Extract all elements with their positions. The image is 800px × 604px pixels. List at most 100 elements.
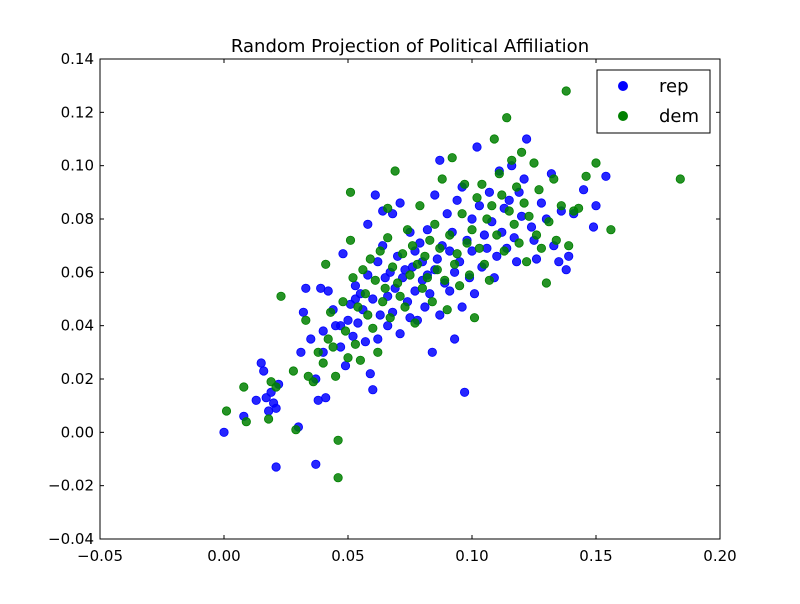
legend-box bbox=[596, 69, 711, 134]
data-point-dem bbox=[405, 270, 415, 280]
data-point-dem bbox=[338, 297, 348, 307]
data-point-dem bbox=[378, 297, 388, 307]
data-point-dem bbox=[487, 201, 497, 211]
data-point-rep bbox=[432, 254, 442, 264]
data-point-rep bbox=[340, 361, 351, 371]
data-point-dem bbox=[514, 238, 524, 248]
data-point-dem bbox=[536, 243, 547, 253]
data-point-dem bbox=[519, 198, 529, 208]
data-point-dem bbox=[497, 190, 507, 200]
data-point-rep bbox=[375, 310, 385, 320]
data-point-dem bbox=[325, 307, 336, 317]
data-point-dem bbox=[521, 257, 532, 267]
data-point-dem bbox=[489, 134, 499, 144]
data-point-rep bbox=[251, 395, 261, 405]
data-point-rep bbox=[511, 257, 522, 267]
data-point-dem bbox=[348, 273, 358, 283]
data-point-dem bbox=[383, 233, 393, 243]
data-point-rep bbox=[422, 225, 432, 235]
data-points bbox=[219, 86, 685, 483]
data-point-dem bbox=[417, 283, 427, 293]
data-point-rep bbox=[479, 230, 489, 240]
data-point-dem bbox=[427, 297, 437, 307]
data-point-dem bbox=[549, 174, 559, 184]
data-point-dem bbox=[472, 193, 482, 203]
y-tick-label: 0.12 bbox=[61, 103, 94, 121]
data-point-dem bbox=[415, 201, 425, 211]
data-point-dem bbox=[330, 371, 341, 381]
data-point-rep bbox=[360, 337, 370, 347]
data-point-rep bbox=[578, 185, 589, 195]
data-point-dem bbox=[370, 275, 380, 285]
data-point-rep bbox=[430, 190, 440, 200]
data-point-rep bbox=[484, 187, 494, 197]
data-point-dem bbox=[457, 209, 467, 219]
data-point-rep bbox=[445, 286, 455, 296]
data-point-rep bbox=[601, 171, 611, 181]
data-point-rep bbox=[395, 329, 405, 339]
y-tick-label: 0.02 bbox=[61, 370, 94, 388]
data-point-dem bbox=[363, 310, 373, 320]
data-point-rep bbox=[368, 294, 378, 304]
data-point-dem bbox=[494, 169, 504, 179]
y-tick-label: 0.00 bbox=[61, 423, 94, 441]
data-point-rep bbox=[259, 366, 269, 376]
data-point-dem bbox=[504, 206, 514, 216]
y-tick-label: 0.14 bbox=[61, 50, 94, 68]
axis-ticks: −0.05 0.00 0.05 0.10 0.15 0.20 −0.04 −0.02 0.00 0… bbox=[48, 50, 737, 565]
data-point-rep bbox=[353, 318, 363, 328]
data-point-rep bbox=[271, 403, 281, 413]
data-point-dem bbox=[340, 326, 351, 336]
data-point-dem bbox=[556, 201, 566, 211]
data-point-rep bbox=[298, 307, 308, 317]
data-point-dem bbox=[606, 225, 616, 235]
x-tick-label: 0.00 bbox=[207, 547, 240, 565]
data-point-dem bbox=[499, 246, 509, 256]
data-point-dem bbox=[564, 241, 574, 251]
data-point-rep bbox=[591, 201, 601, 211]
data-point-rep bbox=[469, 289, 480, 299]
data-point-dem bbox=[507, 155, 517, 165]
data-point-rep bbox=[368, 385, 378, 395]
data-point-dem bbox=[447, 153, 457, 163]
data-point-rep bbox=[365, 369, 375, 379]
data-point-dem bbox=[333, 435, 343, 445]
data-point-dem bbox=[529, 158, 539, 168]
data-point-dem bbox=[544, 217, 554, 227]
data-point-dem bbox=[511, 182, 522, 192]
data-point-rep bbox=[350, 281, 360, 291]
data-point-rep bbox=[521, 134, 532, 144]
data-point-rep bbox=[425, 289, 435, 299]
data-point-dem bbox=[591, 158, 601, 168]
data-point-dem bbox=[353, 302, 363, 312]
data-point-dem bbox=[276, 291, 286, 301]
data-point-rep bbox=[459, 387, 470, 397]
legend-marker-rep bbox=[618, 81, 628, 91]
data-point-rep bbox=[474, 201, 484, 211]
data-point-dem bbox=[392, 278, 403, 288]
data-point-dem bbox=[516, 147, 527, 157]
data-point-dem bbox=[573, 203, 584, 213]
data-point-dem bbox=[474, 243, 484, 253]
data-point-dem bbox=[343, 353, 353, 363]
data-point-dem bbox=[462, 238, 472, 248]
data-point-rep bbox=[536, 198, 547, 208]
data-point-dem bbox=[365, 254, 375, 264]
data-point-rep bbox=[588, 222, 599, 232]
data-point-rep bbox=[420, 302, 430, 312]
data-point-dem bbox=[449, 259, 460, 269]
data-point-dem bbox=[410, 318, 420, 328]
legend-label-rep: rep bbox=[659, 76, 689, 97]
chart-title: Random Projection of Political Affiliati… bbox=[231, 36, 589, 57]
data-point-rep bbox=[561, 265, 571, 275]
data-point-dem bbox=[368, 323, 378, 333]
data-point-dem bbox=[581, 171, 591, 181]
data-point-dem bbox=[459, 179, 470, 189]
data-point-dem bbox=[469, 313, 480, 323]
data-point-dem bbox=[291, 425, 301, 435]
data-point-dem bbox=[321, 259, 331, 269]
data-point-dem bbox=[524, 211, 534, 221]
data-point-rep bbox=[531, 254, 542, 264]
data-point-dem bbox=[373, 347, 383, 357]
data-point-rep bbox=[435, 155, 445, 165]
